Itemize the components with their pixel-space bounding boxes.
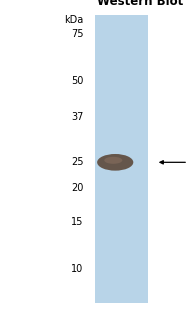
Bar (95, 15, 148, 303)
Text: 10: 10 (71, 264, 84, 274)
Ellipse shape (104, 157, 122, 164)
Text: 20: 20 (71, 183, 84, 193)
Text: 50: 50 (71, 76, 84, 87)
Text: 75: 75 (71, 29, 84, 39)
Text: kDa: kDa (64, 15, 84, 25)
Text: 37: 37 (71, 112, 84, 121)
Ellipse shape (97, 154, 133, 171)
Text: 25: 25 (71, 157, 84, 167)
Text: Western Blot: Western Blot (97, 0, 184, 8)
Text: 15: 15 (71, 217, 84, 227)
